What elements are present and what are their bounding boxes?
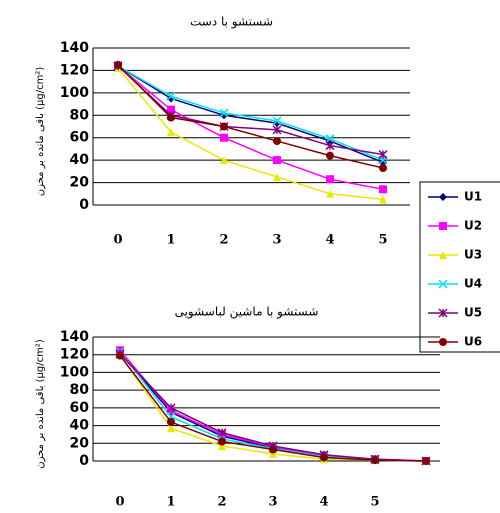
y-axis-label: باقی مانده بر مخزن (µg/cm²) [35,67,46,197]
marker [220,133,228,142]
x-tick-label: 1 [166,233,175,248]
marker [325,141,335,151]
legend-label: U4 [464,277,482,291]
x-tick-label: 0 [115,495,124,510]
marker [379,195,387,204]
series-line [117,67,384,201]
y-tick-label: 60 [70,400,90,416]
marker [167,418,175,427]
x-tick-label: 5 [370,495,379,510]
legend-marker [439,193,447,201]
legend-marker [439,338,447,346]
marker [273,137,281,146]
legend-marker [439,222,447,230]
y-tick-label: 80 [70,382,90,398]
marker [114,60,122,69]
marker [166,91,176,101]
marker [379,163,387,172]
marker [326,151,334,160]
x-tick-label: 2 [217,495,226,510]
marker [273,156,281,165]
y-tick-label: 0 [79,197,89,213]
marker [116,351,124,360]
marker [326,175,334,184]
marker [220,156,228,165]
x-tick-label: 3 [272,233,281,248]
x-tick-label: 4 [325,233,334,248]
y-tick-label: 60 [70,130,90,146]
marker [379,185,387,194]
y-tick-label: 120 [60,62,89,78]
marker [218,441,226,450]
x-tick-label: 2 [219,233,228,248]
y-tick-label: 40 [70,152,90,168]
legend-label: U2 [464,219,482,233]
x-tick-label: 0 [113,233,122,248]
legend-label: U1 [464,190,482,204]
legend-marker [438,279,448,289]
marker [167,105,175,114]
series-line [117,65,384,164]
legend-label: U6 [464,335,482,349]
marker [220,122,228,131]
marker [166,403,176,413]
y-tick-label: 0 [79,453,89,469]
marker [273,172,281,181]
marker [167,128,175,137]
legend-label: U5 [464,306,482,320]
marker [167,424,175,433]
marker [269,445,277,454]
series-line [117,64,384,169]
marker [371,456,379,465]
y-tick-label: 100 [60,85,89,101]
marker [167,113,175,122]
y-tick-label: 20 [70,175,90,191]
y-tick-label: 100 [60,364,89,380]
legend-marker [438,308,448,318]
y-tick-label: 140 [60,40,89,56]
x-tick-label: 5 [378,233,387,248]
y-tick-label: 80 [70,107,90,123]
series-line [117,65,384,156]
legend-marker [439,251,447,259]
marker [217,428,227,438]
chart-title: شستشو با دست [190,15,273,30]
y-tick-label: 40 [70,418,90,434]
marker [218,437,226,446]
y-tick-label: 20 [70,435,90,451]
legend-box [419,181,500,353]
x-tick-label: 4 [319,495,328,510]
x-tick-label: 1 [166,495,175,510]
series-line [117,65,384,161]
marker [422,457,430,465]
marker [269,449,277,458]
marker [272,116,282,126]
legend-label: U3 [464,248,482,262]
marker [378,150,388,160]
marker [325,134,335,144]
marker [379,158,387,167]
y-axis-label: باقی مانده بر مخزن (µg/cm²) [35,339,46,469]
y-tick-label: 120 [60,347,89,363]
series-line [117,65,384,191]
chart-title: شستشو با ماشین لباسشویی [175,305,319,320]
marker [219,108,229,118]
marker [272,125,282,135]
marker [320,453,328,462]
marker [326,189,334,198]
y-tick-label: 140 [60,329,89,345]
x-tick-label: 3 [268,495,277,510]
